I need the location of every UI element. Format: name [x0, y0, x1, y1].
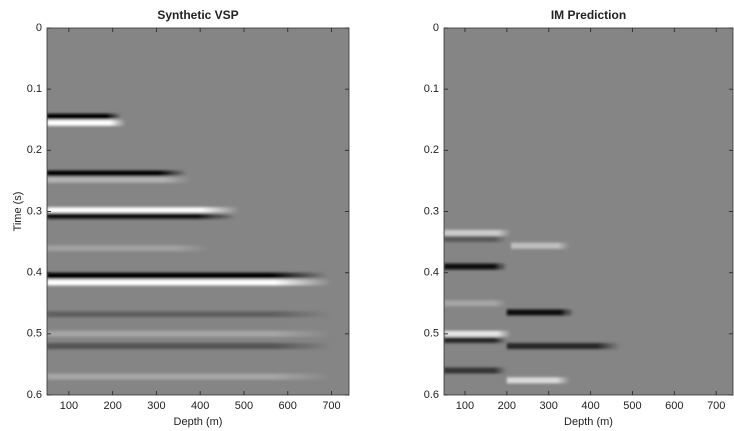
reflection-event: [506, 309, 574, 316]
y-tick-label: 0.4: [424, 267, 439, 279]
x-tick-label: 300: [540, 400, 558, 412]
x-tick-label: 400: [581, 400, 599, 412]
y-tick-label: 0.3: [424, 205, 439, 217]
reflection-event: [47, 113, 122, 120]
x-tick-label: 300: [147, 400, 165, 412]
chart-title: Synthetic VSP: [157, 8, 238, 22]
x-tick-label: 700: [707, 400, 725, 412]
y-tick-label: 0.2: [424, 144, 439, 156]
y-tick-label: 0.6: [27, 389, 42, 401]
reflection-event: [47, 373, 332, 380]
reflection-event: [47, 272, 328, 279]
reflection-event: [444, 367, 507, 374]
image-layer: [47, 113, 332, 380]
y-tick-label: 0.2: [27, 144, 42, 156]
y-tick-label: 0.1: [27, 83, 42, 95]
reflection-event: [444, 229, 512, 236]
y-tick-label: 0.5: [27, 328, 42, 340]
reflection-event: [444, 300, 507, 307]
y-tick-label: 0.3: [27, 205, 42, 217]
reflection-event: [444, 263, 507, 270]
reflection-event: [444, 336, 507, 343]
reflection-event: [444, 236, 507, 243]
x-tick-label: 600: [279, 400, 297, 412]
reflection-event: [47, 311, 332, 318]
reflection-event: [506, 343, 620, 350]
reflection-event: [47, 212, 236, 219]
x-tick-label: 500: [235, 400, 253, 412]
y-axis-label: Time (s): [12, 192, 24, 232]
x-axis-label: Depth (m): [174, 416, 223, 428]
reflection-event: [444, 330, 512, 337]
reflection-event: [47, 245, 209, 252]
x-tick-label: 500: [623, 400, 641, 412]
reflection-event: [47, 170, 188, 177]
x-axis-label: Depth (m): [564, 416, 613, 428]
reflection-event: [47, 176, 192, 183]
reflection-event: [506, 377, 570, 384]
y-tick-label: 0: [433, 22, 439, 34]
reflection-event: [47, 119, 126, 126]
y-tick-label: 0: [36, 22, 42, 34]
chart-title: IM Prediction: [551, 8, 626, 22]
x-tick-label: 600: [665, 400, 683, 412]
x-tick-label: 100: [60, 400, 78, 412]
reflection-event: [47, 279, 332, 286]
image-layer: [444, 229, 620, 384]
reflection-event: [47, 330, 332, 337]
reflection-event: [511, 242, 570, 249]
reflection-event: [47, 343, 332, 350]
x-tick-label: 200: [498, 400, 516, 412]
reflection-event: [47, 207, 240, 214]
x-tick-label: 200: [103, 400, 121, 412]
y-tick-label: 0.5: [424, 328, 439, 340]
y-tick-label: 0.6: [424, 389, 439, 401]
x-tick-label: 400: [191, 400, 209, 412]
y-tick-label: 0.4: [27, 267, 42, 279]
y-tick-label: 0.1: [424, 83, 439, 95]
x-tick-label: 100: [456, 400, 474, 412]
x-tick-label: 700: [322, 400, 340, 412]
